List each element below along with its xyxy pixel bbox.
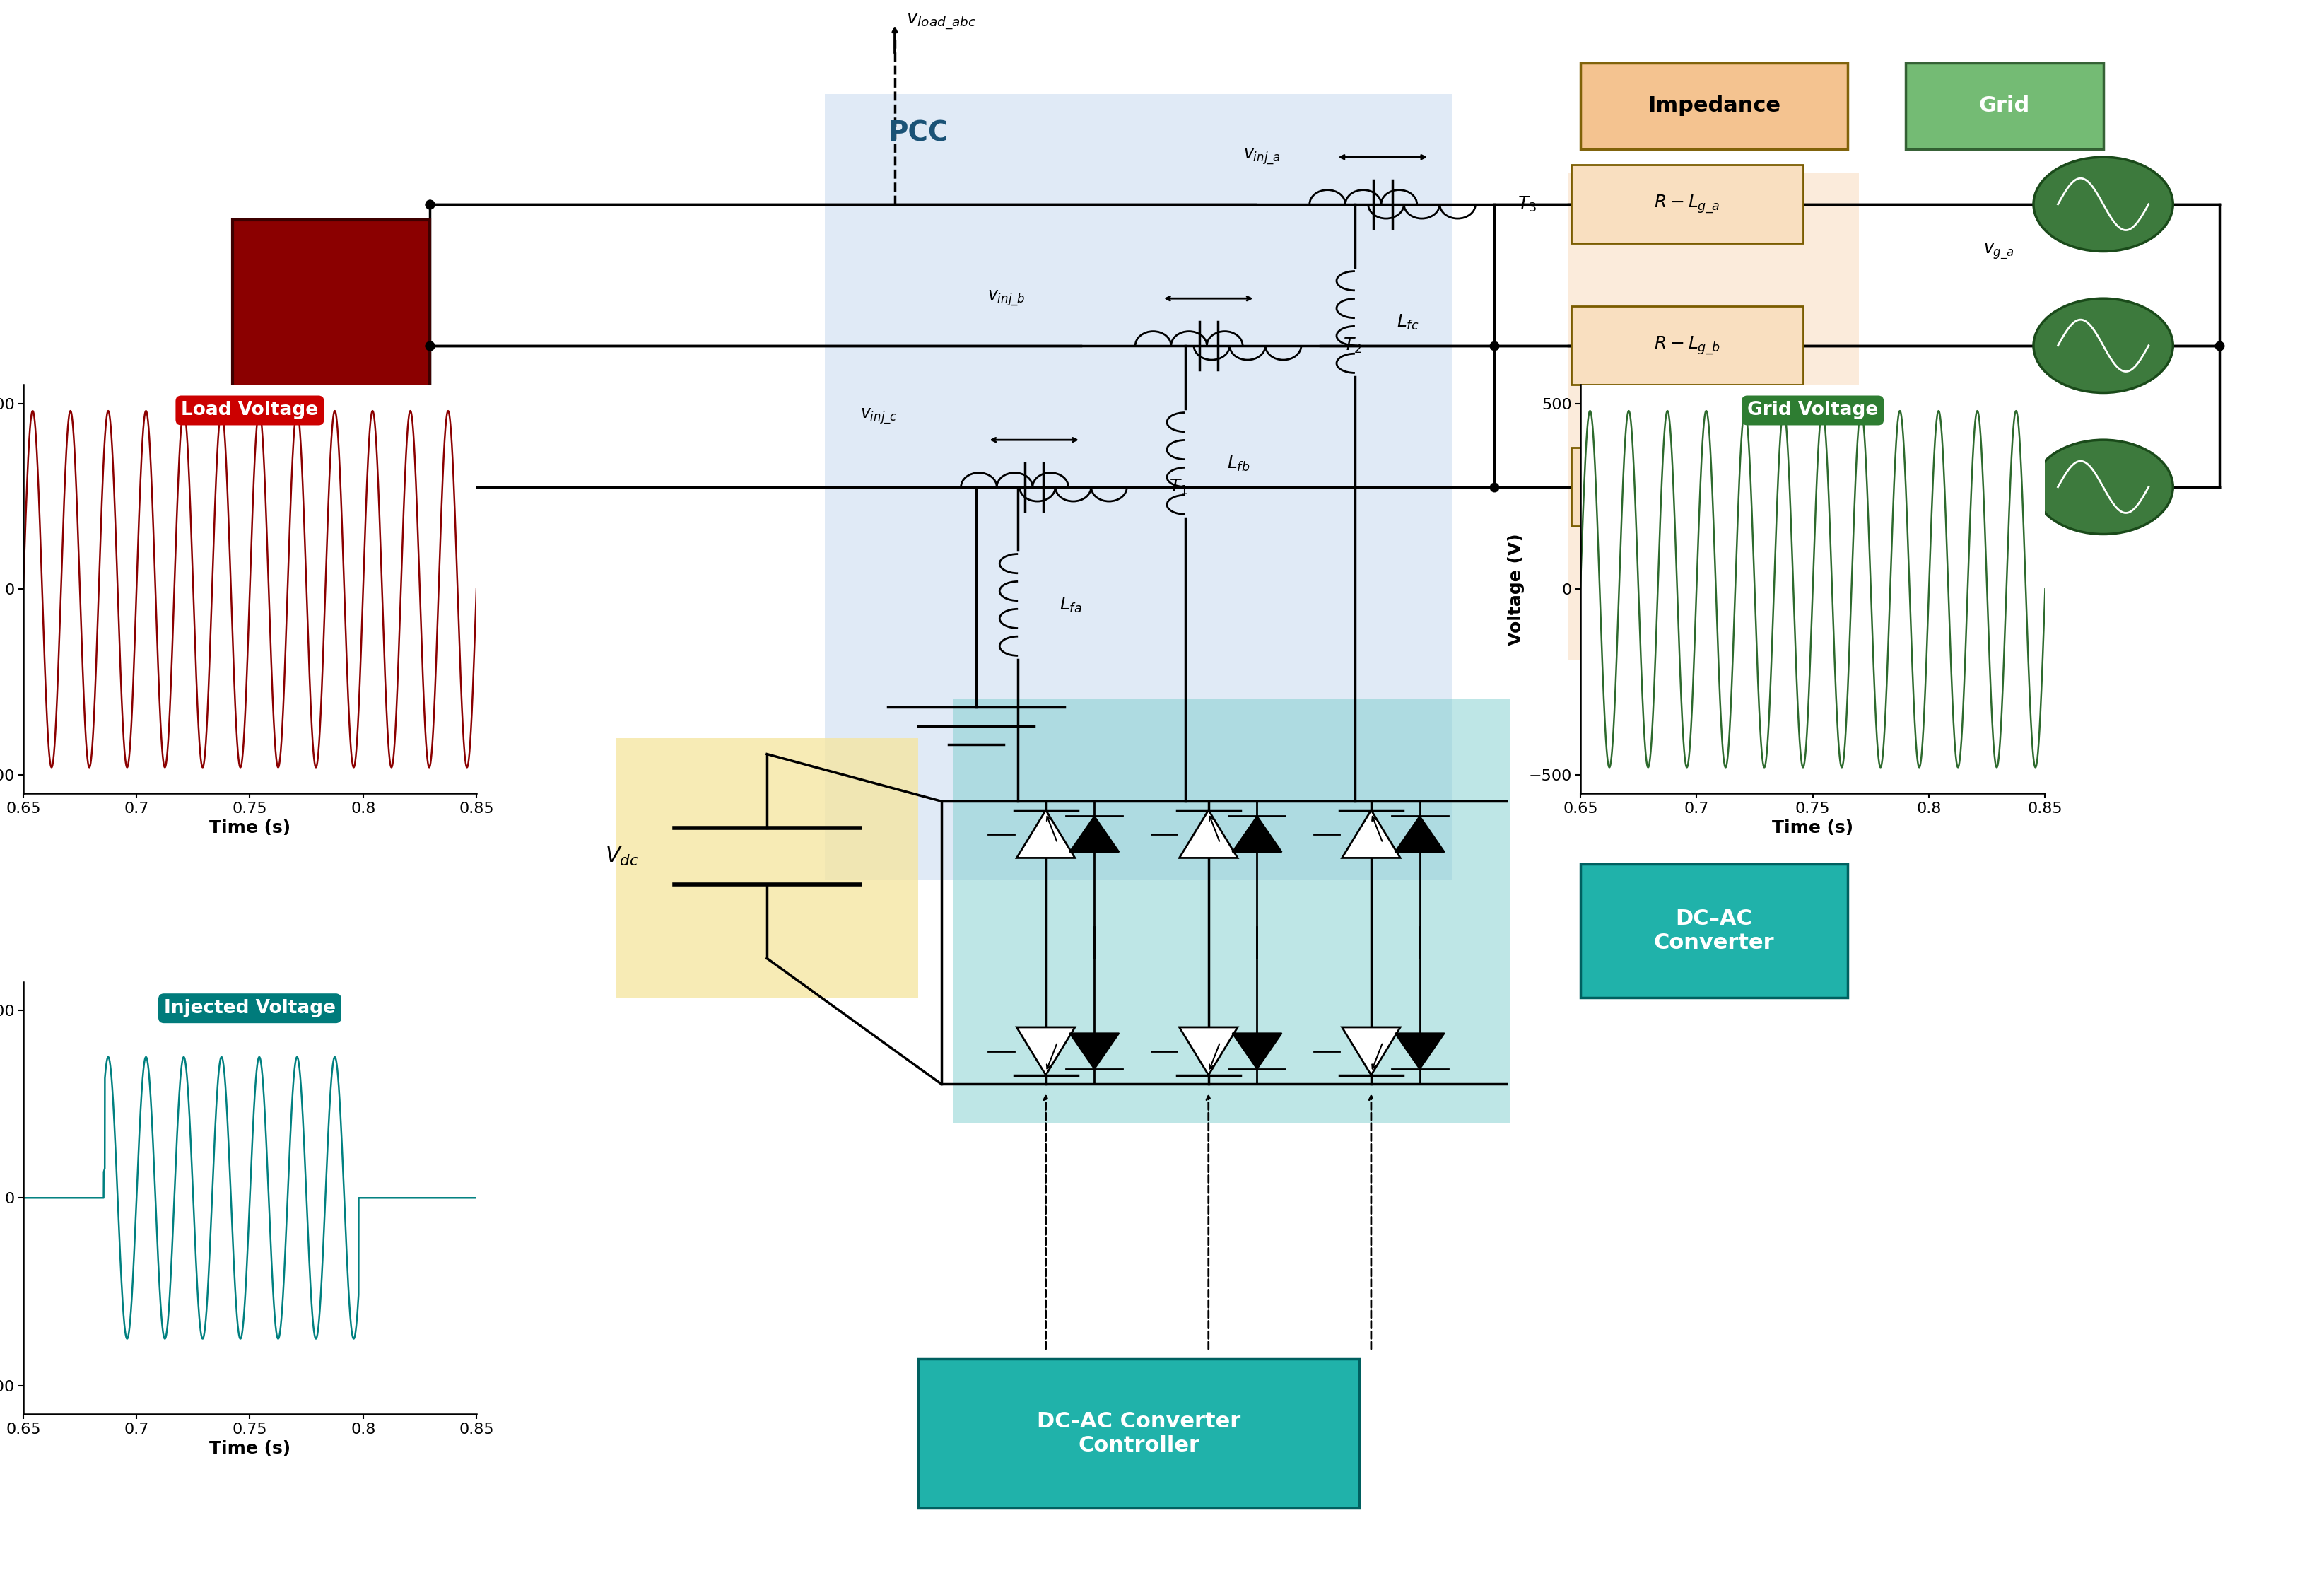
Text: $T_2$: $T_2$ [1343,336,1362,355]
Text: $v_{inj\_b}$: $v_{inj\_b}$ [988,289,1025,308]
Text: $V_{dc}$: $V_{dc}$ [604,845,639,867]
FancyBboxPatch shape [1569,173,1859,660]
Text: $v_{load\_abc}$: $v_{load\_abc}$ [906,11,976,31]
Polygon shape [1232,817,1283,851]
FancyBboxPatch shape [825,94,1452,880]
FancyBboxPatch shape [1580,864,1848,998]
Text: $L_{fb}$: $L_{fb}$ [1227,454,1250,473]
Text: $R-L_{g\_a}$: $R-L_{g\_a}$ [1655,193,1720,215]
Polygon shape [1069,1034,1120,1070]
Text: $v_{g\_b}$: $v_{g\_b}$ [1982,383,2015,402]
Polygon shape [1178,1027,1239,1075]
FancyBboxPatch shape [1571,165,1803,244]
Polygon shape [1341,1027,1401,1075]
X-axis label: Time (s): Time (s) [1771,820,1855,837]
FancyBboxPatch shape [1906,63,2103,149]
Text: Grid Voltage: Grid Voltage [1748,401,1878,419]
Polygon shape [1394,1034,1446,1070]
Circle shape [2034,298,2173,393]
Text: $v_{inj\_a}$: $v_{inj\_a}$ [1243,148,1281,167]
FancyBboxPatch shape [1571,448,1803,526]
FancyBboxPatch shape [1580,63,1848,149]
FancyBboxPatch shape [232,220,430,660]
Text: $L_{fc}$: $L_{fc}$ [1397,313,1420,331]
Text: $L_{fa}$: $L_{fa}$ [1060,595,1083,614]
Text: Impedance: Impedance [1648,96,1780,116]
Text: $R-L_{g\_b}$: $R-L_{g\_b}$ [1655,335,1720,357]
FancyBboxPatch shape [918,1359,1360,1508]
Polygon shape [1069,817,1120,851]
Polygon shape [1178,811,1239,858]
Text: $v_{inj\_c}$: $v_{inj\_c}$ [860,407,897,426]
FancyBboxPatch shape [953,699,1511,1123]
Text: Grid: Grid [1980,96,2029,116]
FancyBboxPatch shape [1571,306,1803,385]
X-axis label: Time (s): Time (s) [209,820,290,837]
Text: $v_{g\_a}$: $v_{g\_a}$ [1982,242,2015,261]
Text: DC–AC
Converter: DC–AC Converter [1655,908,1773,954]
Polygon shape [1016,811,1076,858]
Text: $T_1$: $T_1$ [1169,478,1188,496]
FancyBboxPatch shape [616,738,918,998]
Y-axis label: Voltage (V): Voltage (V) [1508,533,1525,646]
X-axis label: Time (s): Time (s) [209,1441,290,1458]
Polygon shape [1341,811,1401,858]
Text: Load Voltage: Load Voltage [181,401,318,419]
Text: $v_{g\_c}$: $v_{g\_c}$ [1982,525,2015,544]
Circle shape [2034,440,2173,534]
Circle shape [2034,157,2173,251]
Polygon shape [1016,1027,1076,1075]
Text: PCC: PCC [888,119,948,148]
Text: $T_3$: $T_3$ [1518,195,1536,214]
Text: Injected Voltage: Injected Voltage [165,999,335,1018]
Text: Load: Load [290,426,372,454]
Polygon shape [1394,817,1446,851]
Text: DC-AC Converter
Controller: DC-AC Converter Controller [1037,1411,1241,1456]
Text: $R-L_{g\_c}$: $R-L_{g\_c}$ [1655,476,1720,498]
Polygon shape [1232,1034,1283,1070]
